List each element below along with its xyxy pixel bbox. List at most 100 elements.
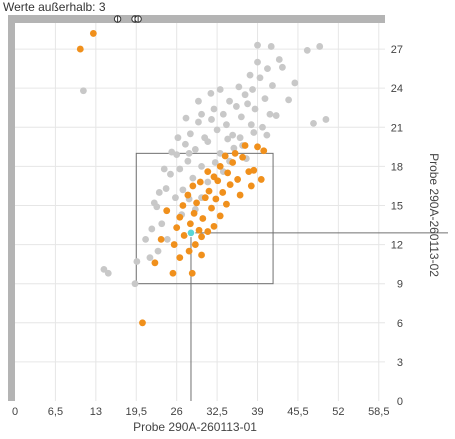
- sample-point: [169, 269, 177, 277]
- sample-point: [260, 147, 268, 155]
- sample-point: [241, 142, 249, 149]
- reference-point: [316, 43, 324, 50]
- sample-point: [216, 162, 224, 170]
- y-tick-label: 6: [397, 318, 403, 330]
- reference-point: [224, 135, 232, 143]
- outlier-marker: [113, 15, 122, 23]
- sample-point: [193, 199, 200, 207]
- x-tick-label: 39: [251, 406, 263, 418]
- reference-point: [131, 280, 139, 288]
- sample-point: [198, 233, 205, 241]
- y-tick-label: 12: [391, 240, 403, 252]
- outliers-count: 3: [98, 0, 106, 14]
- plot-frame: [8, 15, 385, 401]
- plot-area: [15, 23, 385, 401]
- sample-point: [229, 159, 237, 166]
- y-tick-label: 3: [397, 357, 403, 369]
- reference-point: [322, 116, 330, 123]
- sample-point: [179, 202, 187, 209]
- sample-point: [250, 166, 258, 174]
- sample-point: [226, 181, 234, 189]
- sample-point: [214, 177, 222, 185]
- reference-point: [261, 95, 269, 102]
- reference-point: [291, 79, 299, 87]
- sample-point: [212, 195, 220, 203]
- reference-point: [285, 96, 293, 104]
- reference-point: [195, 97, 202, 105]
- reference-point: [104, 269, 112, 277]
- reference-point: [247, 121, 255, 129]
- reference-points: [80, 41, 330, 288]
- reference-point: [267, 43, 275, 50]
- reference-point: [232, 103, 240, 110]
- axes: Probe 290A-260113-01 Probe 290A-260113-0…: [12, 44, 441, 434]
- sample-point: [216, 212, 224, 220]
- reference-point: [174, 134, 182, 142]
- sample-point: [170, 241, 178, 248]
- reference-point: [186, 130, 194, 138]
- reference-point: [176, 165, 184, 173]
- sample-point: [231, 149, 239, 157]
- sample-point: [196, 178, 204, 186]
- reference-point: [246, 71, 254, 79]
- sample-point: [89, 30, 97, 37]
- reference-point: [100, 265, 108, 273]
- outliers-info: Werte außerhalb: 3: [3, 0, 106, 14]
- x-tick-label: 0: [12, 406, 18, 418]
- reference-point: [216, 86, 224, 93]
- reference-point: [163, 235, 171, 243]
- reference-point: [244, 100, 251, 108]
- reference-point: [204, 178, 212, 186]
- sample-point: [204, 168, 212, 175]
- reference-point: [264, 65, 271, 73]
- reference-point: [223, 121, 230, 129]
- sample-point: [199, 215, 207, 222]
- reference-point: [266, 110, 274, 118]
- reference-point: [275, 56, 283, 63]
- reference-point: [185, 149, 193, 157]
- sample-point: [205, 187, 213, 195]
- reference-point: [230, 144, 238, 152]
- sample-point: [208, 204, 215, 212]
- reference-point: [162, 185, 170, 192]
- x-tick-label: 26: [171, 406, 183, 418]
- reference-point: [198, 110, 205, 118]
- sample-point: [239, 153, 246, 161]
- sample-point: [204, 228, 212, 235]
- reference-point: [142, 235, 149, 243]
- selected-point: [186, 228, 196, 238]
- reference-point: [160, 165, 168, 173]
- range-boxes: [135, 152, 448, 401]
- x-tick-label: 32,5: [206, 406, 227, 418]
- reference-point: [235, 83, 243, 91]
- sample-point: [185, 247, 193, 255]
- reference-point: [150, 199, 158, 207]
- reference-point: [182, 114, 190, 122]
- reference-point: [189, 174, 197, 182]
- sample-point: [221, 152, 229, 160]
- selected-point-layer: [186, 228, 196, 238]
- sample-point: [257, 176, 265, 183]
- reference-point: [237, 113, 245, 121]
- sample-point: [236, 191, 244, 199]
- reference-point: [195, 118, 202, 126]
- y-tick-label: 15: [391, 200, 403, 212]
- reference-point: [272, 112, 280, 119]
- reference-point: [179, 186, 187, 194]
- reference-point: [229, 131, 237, 139]
- y-tick-label: 27: [391, 44, 403, 56]
- reference-point: [168, 148, 176, 156]
- sample-point: [219, 189, 227, 196]
- sample-point: [186, 220, 194, 228]
- reference-point: [241, 91, 249, 99]
- reference-point: [154, 247, 162, 255]
- x-tick-label: 58,5: [368, 406, 389, 418]
- y-tick-label: 0: [397, 396, 403, 408]
- sample-point: [190, 209, 198, 217]
- reference-point: [158, 220, 166, 228]
- sample-point: [234, 176, 242, 183]
- reference-point: [133, 258, 141, 265]
- sample-point: [223, 200, 230, 208]
- sample-point: [195, 226, 203, 234]
